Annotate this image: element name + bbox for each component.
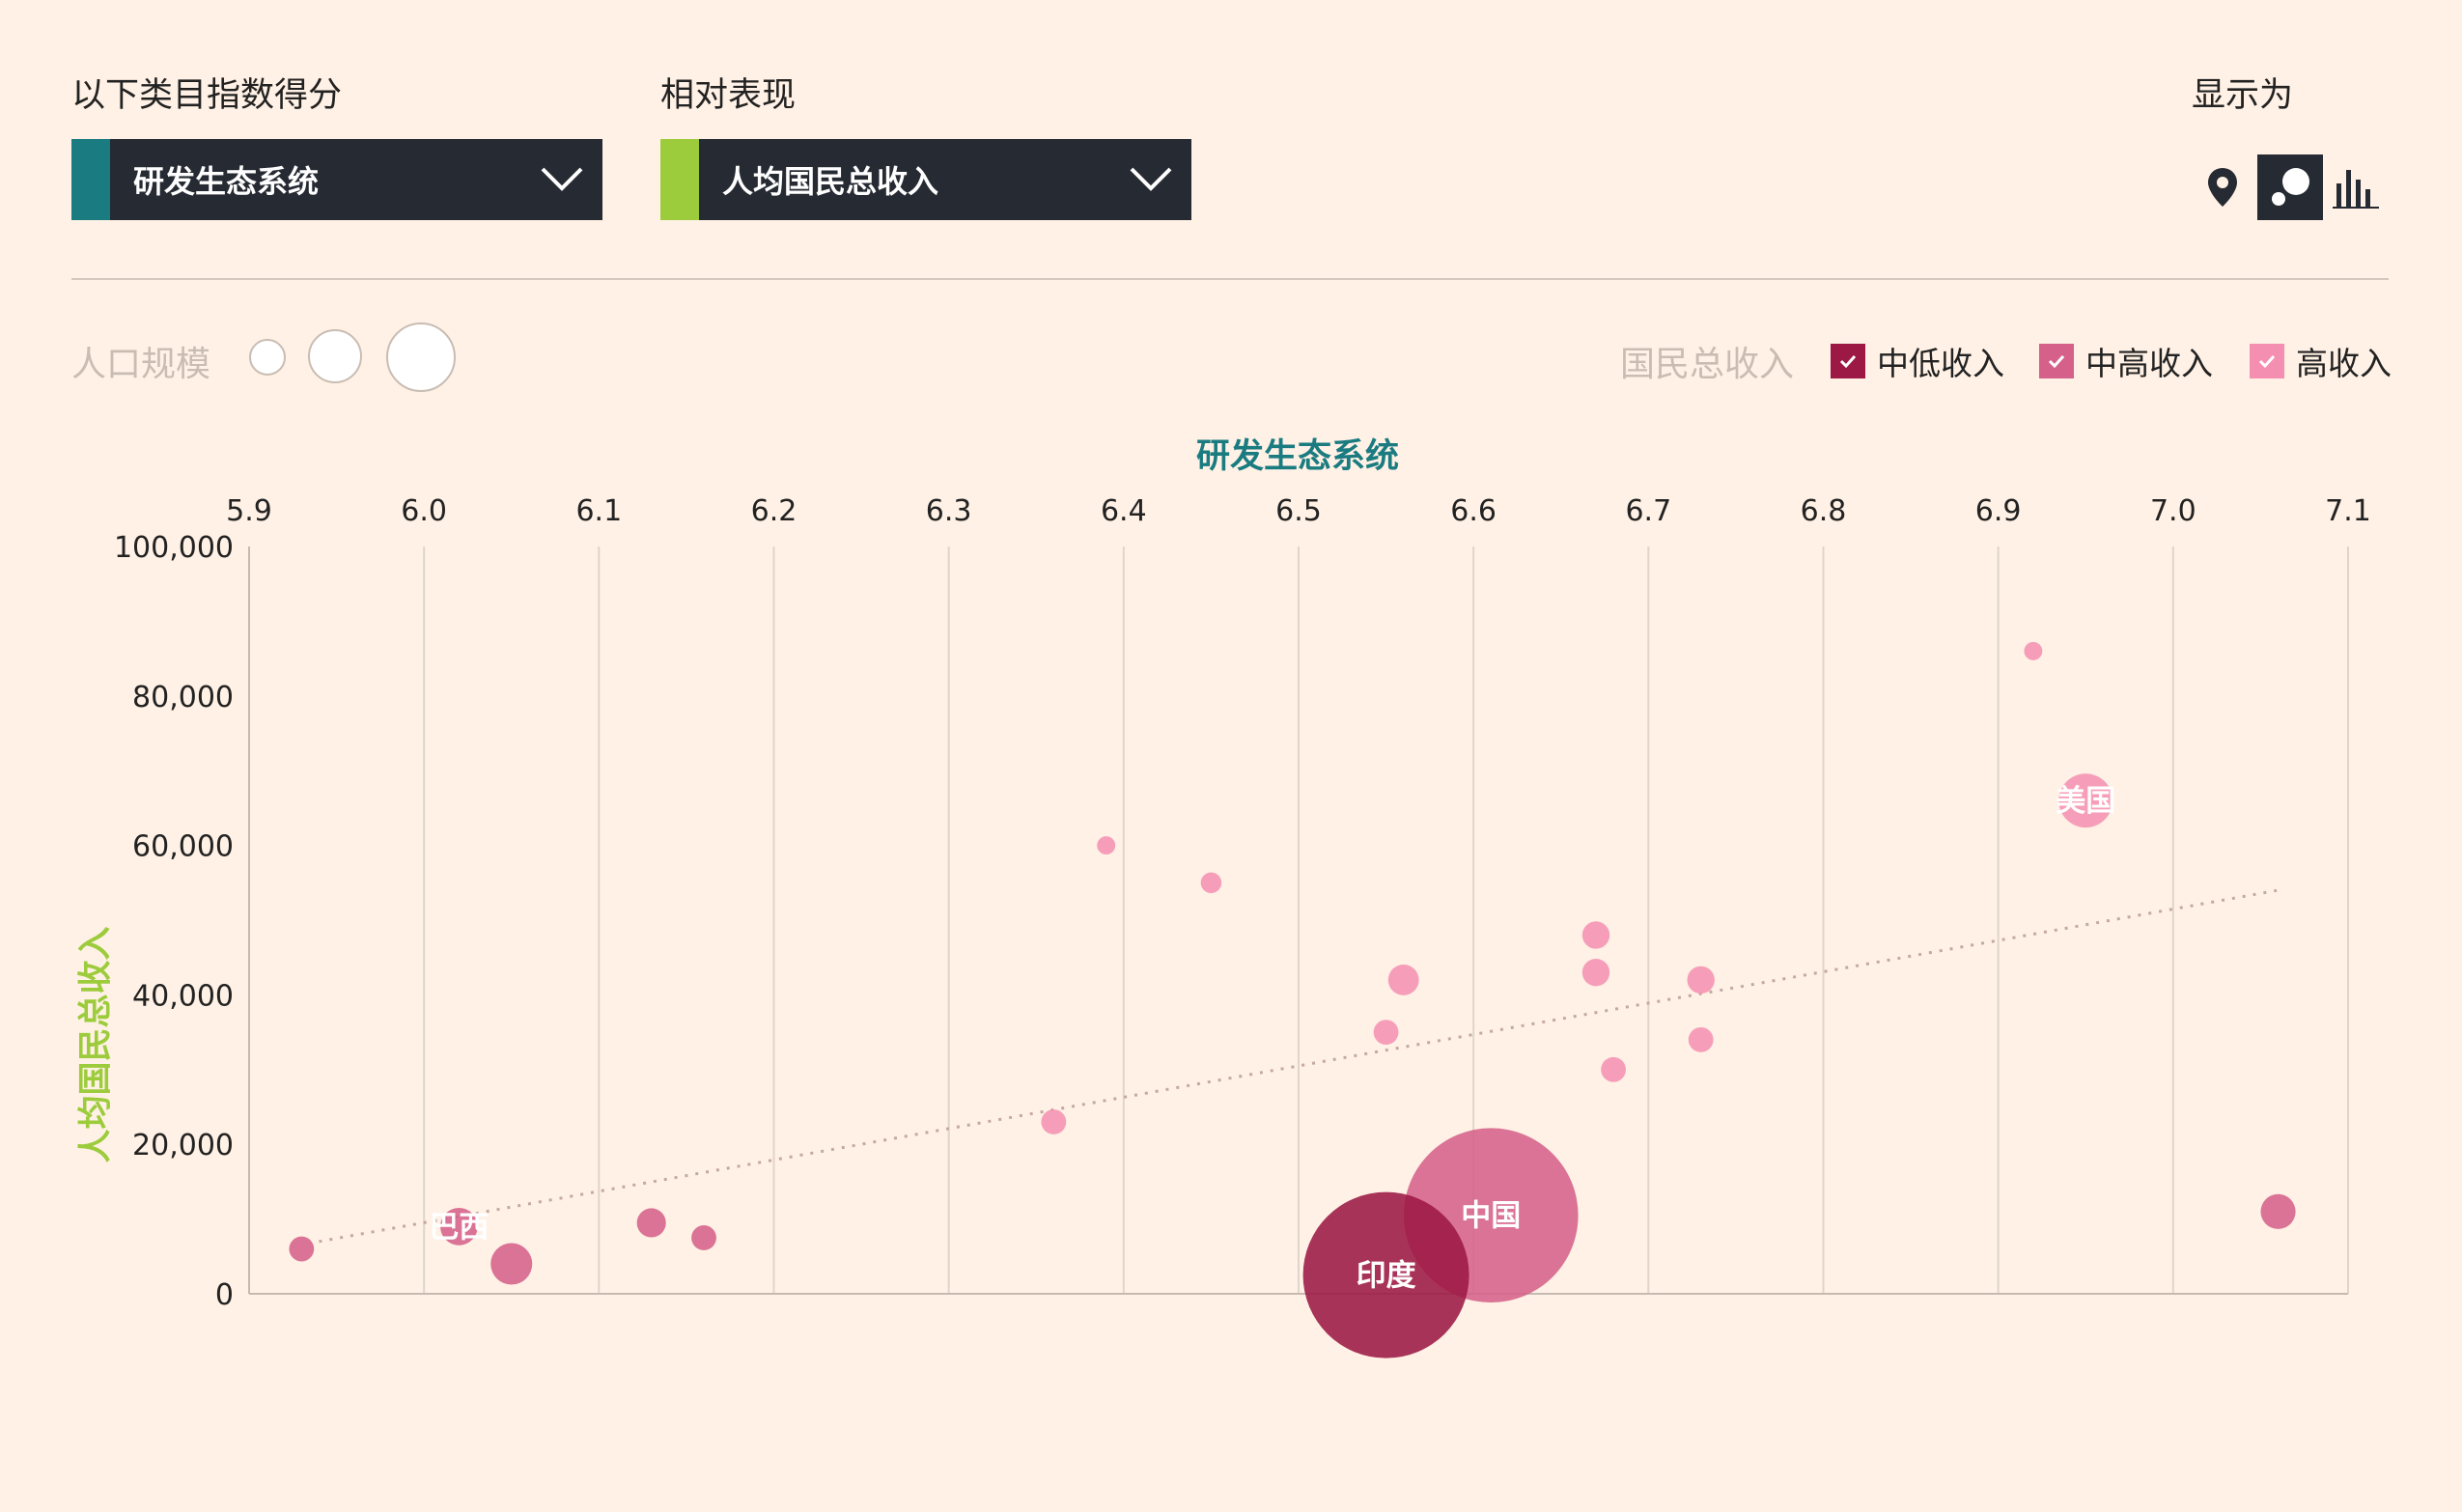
data-point xyxy=(636,1208,666,1238)
y-tick-label: 40,000 xyxy=(132,979,234,1013)
y-tick-label: 60,000 xyxy=(132,830,234,864)
data-point xyxy=(1581,921,1610,949)
legend-item-label: 中低收入 xyxy=(1877,345,2004,382)
checkbox-icon xyxy=(2039,344,2074,378)
data-point xyxy=(1601,1056,1626,1082)
data-label: 巴西 xyxy=(429,1210,489,1245)
legend-item-label: 中高收入 xyxy=(2085,345,2213,382)
data-point xyxy=(1200,872,1222,894)
x-tick-label: 6.2 xyxy=(751,494,797,528)
relative-value: 人均国民总收入 xyxy=(722,163,939,200)
y-tick-label: 0 xyxy=(215,1278,234,1312)
data-point xyxy=(1387,965,1419,995)
data-point xyxy=(289,1236,315,1262)
bar-chart-icon xyxy=(2333,170,2379,209)
data-point xyxy=(1097,836,1116,855)
relative-dropdown[interactable]: 人均国民总收入 xyxy=(660,139,1191,220)
x-tick-label: 6.9 xyxy=(1975,494,2022,528)
scatter-chart: 5.9 6.0 6.1 6.2 6.3 6.4 6.5 6.6 6.7 6.8 6.9 7.0 7.1 0… xyxy=(114,494,2371,1358)
x-tick-label: 5.9 xyxy=(226,494,272,528)
data-point xyxy=(1041,1109,1067,1134)
data-point xyxy=(1687,966,1715,994)
x-tick-label: 6.0 xyxy=(401,494,447,528)
legend-item-label: 高收入 xyxy=(2296,345,2392,382)
legend-item-high[interactable]: 高收入 xyxy=(2250,338,2392,384)
map-view-button[interactable] xyxy=(2190,154,2255,220)
x-tick-label: 6.4 xyxy=(1101,494,1147,528)
data-label: 中国 xyxy=(1461,1199,1521,1234)
checkbox-icon xyxy=(2250,344,2284,378)
category-accent xyxy=(71,139,110,220)
data-point xyxy=(2058,773,2113,828)
relative-label: 相对表现 xyxy=(660,76,797,115)
chevron-down-icon xyxy=(541,167,583,191)
data-point xyxy=(490,1243,533,1285)
y-tick-label: 80,000 xyxy=(132,681,234,714)
data-point xyxy=(1302,1191,1469,1358)
checkbox-icon xyxy=(1831,344,1865,378)
x-tick-label: 6.5 xyxy=(1275,494,1322,528)
x-tick-label: 6.6 xyxy=(1450,494,1497,528)
population-legend-title: 人口规模 xyxy=(71,345,211,384)
x-tick-label: 7.1 xyxy=(2325,494,2371,528)
data-point xyxy=(2260,1193,2296,1229)
map-pin-icon xyxy=(2208,168,2237,207)
divider xyxy=(71,278,2389,280)
x-tick-label: 6.7 xyxy=(1625,494,1671,528)
category-dropdown[interactable]: 研发生态系统 xyxy=(71,139,602,220)
data-label: 印度 xyxy=(1357,1259,1416,1294)
population-large-circle xyxy=(386,322,456,392)
data-point xyxy=(691,1225,716,1250)
income-legend-title: 国民总收入 xyxy=(1620,345,1795,384)
bubble-icon xyxy=(2272,168,2309,206)
data-point xyxy=(440,1207,478,1246)
x-tick-label: 6.8 xyxy=(1801,494,1847,528)
trend-line xyxy=(319,888,2279,1244)
data-point xyxy=(1373,1020,1399,1045)
data-point xyxy=(1581,958,1610,987)
data-point xyxy=(1688,1026,1714,1052)
x-tick-label: 7.0 xyxy=(2150,494,2196,528)
bubble-view-button[interactable] xyxy=(2257,154,2323,220)
population-small-circle xyxy=(249,339,286,376)
x-tick-label: 6.1 xyxy=(575,494,622,528)
legend-item-upper-middle[interactable]: 中高收入 xyxy=(2039,338,2213,384)
data-point xyxy=(2024,641,2043,660)
y-tick-label: 100,000 xyxy=(114,531,234,565)
legend-item-lower-middle[interactable]: 中低收入 xyxy=(1831,338,2004,384)
category-label: 以下类目指数得分 xyxy=(71,76,343,115)
data-label: 美国 xyxy=(2056,784,2115,819)
bar-view-button[interactable] xyxy=(2323,154,2389,220)
category-value: 研发生态系统 xyxy=(133,163,320,200)
x-axis-title: 研发生态系统 xyxy=(1196,437,1400,476)
chevron-down-icon xyxy=(1130,167,1172,191)
y-tick-label: 20,000 xyxy=(132,1129,234,1162)
population-medium-circle xyxy=(308,329,362,383)
relative-accent xyxy=(660,139,699,220)
x-tick-label: 6.3 xyxy=(926,494,972,528)
display-label: 显示为 xyxy=(2192,76,2294,115)
